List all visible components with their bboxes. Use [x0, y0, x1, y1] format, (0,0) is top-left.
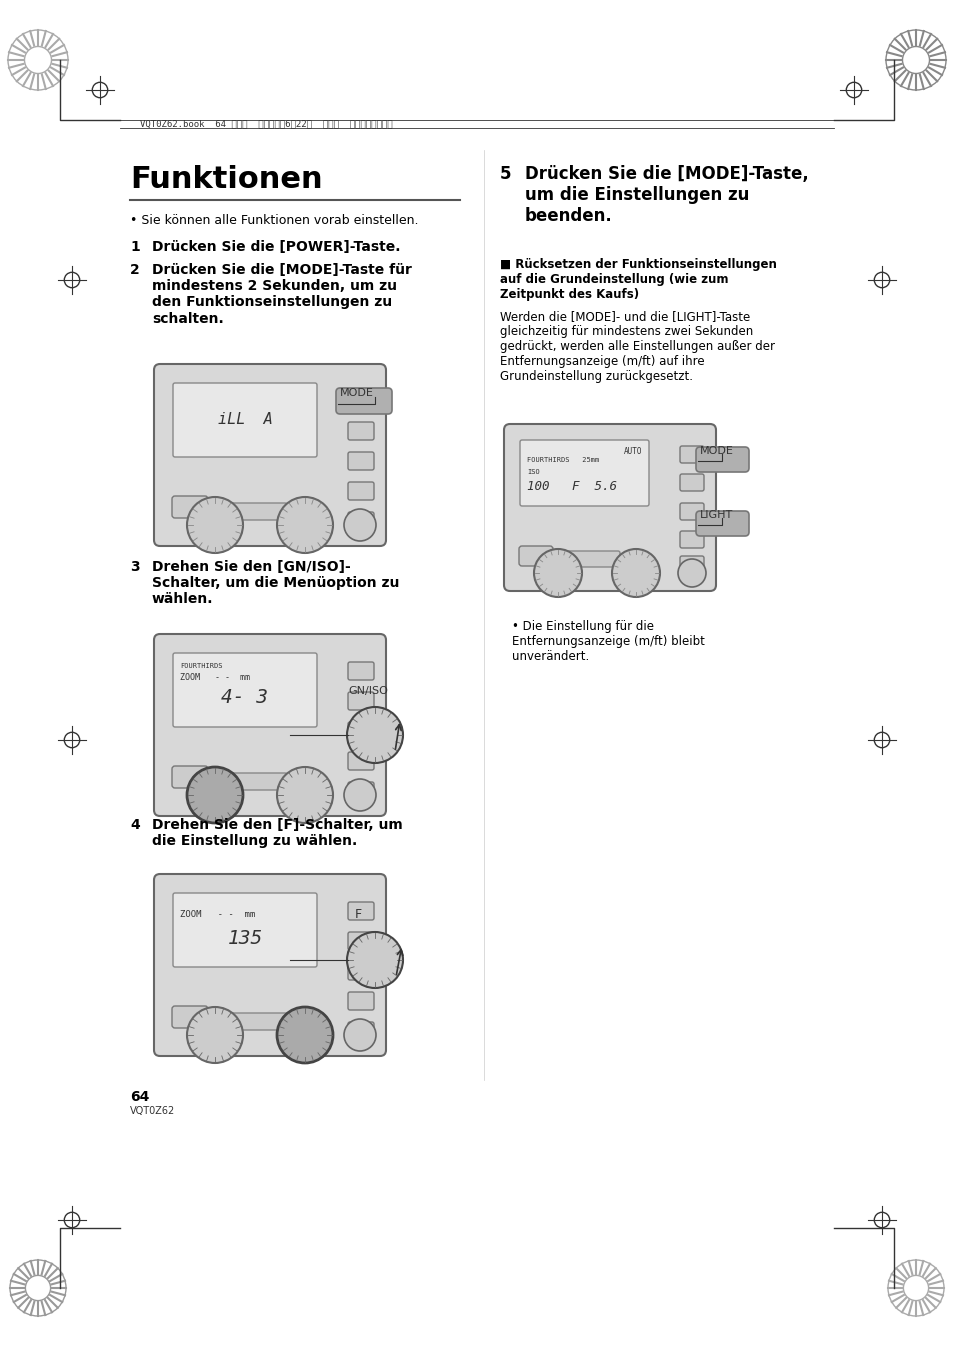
Text: 4: 4: [130, 818, 139, 832]
FancyBboxPatch shape: [503, 425, 716, 590]
Text: Drücken Sie die [MODE]-Taste,
um die Einstellungen zu
beenden.: Drücken Sie die [MODE]-Taste, um die Ein…: [524, 164, 808, 225]
Text: FOURTHIRDS: FOURTHIRDS: [180, 663, 222, 669]
FancyBboxPatch shape: [348, 662, 374, 679]
FancyBboxPatch shape: [348, 483, 374, 500]
FancyBboxPatch shape: [348, 931, 374, 950]
Text: 1: 1: [130, 240, 139, 253]
Text: VQT0Z62: VQT0Z62: [130, 1105, 175, 1116]
FancyBboxPatch shape: [172, 383, 316, 457]
Text: MODE: MODE: [700, 446, 733, 456]
Circle shape: [187, 767, 243, 824]
Text: GN/ISO: GN/ISO: [348, 686, 388, 696]
FancyBboxPatch shape: [172, 1006, 208, 1029]
FancyBboxPatch shape: [679, 555, 703, 573]
FancyBboxPatch shape: [696, 448, 748, 472]
FancyBboxPatch shape: [348, 512, 374, 530]
Text: ZOOM   - -  mm: ZOOM - - mm: [180, 673, 250, 682]
Text: F: F: [355, 909, 362, 921]
FancyBboxPatch shape: [213, 1012, 287, 1030]
FancyBboxPatch shape: [519, 439, 648, 506]
Circle shape: [344, 510, 375, 541]
FancyBboxPatch shape: [213, 503, 287, 520]
Circle shape: [276, 1007, 333, 1064]
Circle shape: [347, 931, 402, 988]
Text: 5: 5: [499, 164, 511, 183]
Text: Drücken Sie die [MODE]-Taste für
mindestens 2 Sekunden, um zu
den Funktionseinst: Drücken Sie die [MODE]-Taste für mindest…: [152, 263, 412, 326]
Text: • Die Einstellung für die
Entfernungsanzeige (m/ft) bleibt
unverändert.: • Die Einstellung für die Entfernungsanz…: [512, 620, 704, 663]
Text: MODE: MODE: [339, 388, 374, 398]
FancyBboxPatch shape: [348, 723, 374, 740]
Text: 100   F  5.6: 100 F 5.6: [526, 480, 617, 493]
FancyBboxPatch shape: [696, 511, 748, 537]
FancyBboxPatch shape: [335, 388, 392, 414]
Text: ■ Rücksetzen der Funktionseinstellungen
auf die Grundeinstellung (wie zum
Zeitpu: ■ Rücksetzen der Funktionseinstellungen …: [499, 257, 776, 301]
Text: 2: 2: [130, 263, 139, 276]
Circle shape: [344, 1019, 375, 1051]
FancyBboxPatch shape: [679, 474, 703, 491]
FancyBboxPatch shape: [172, 892, 316, 967]
Text: Drehen Sie den [F]-Schalter, um
die Einstellung zu wählen.: Drehen Sie den [F]-Schalter, um die Eins…: [152, 818, 402, 848]
Text: • Sie können alle Funktionen vorab einstellen.: • Sie können alle Funktionen vorab einst…: [130, 214, 418, 226]
FancyBboxPatch shape: [348, 692, 374, 710]
Text: 4- 3: 4- 3: [221, 689, 268, 708]
Text: 3: 3: [130, 559, 139, 574]
FancyBboxPatch shape: [556, 551, 619, 568]
Text: LIGHT: LIGHT: [700, 510, 733, 520]
FancyBboxPatch shape: [172, 766, 208, 789]
Text: Funktionen: Funktionen: [130, 164, 322, 194]
Circle shape: [534, 549, 581, 597]
Circle shape: [187, 497, 243, 553]
FancyBboxPatch shape: [348, 752, 374, 770]
FancyBboxPatch shape: [679, 531, 703, 549]
Text: FOURTHIRDS   25mm: FOURTHIRDS 25mm: [526, 457, 598, 462]
Circle shape: [276, 767, 333, 824]
Circle shape: [187, 1007, 243, 1064]
Text: 135: 135: [227, 929, 262, 948]
Text: ZOOM   - -  mm: ZOOM - - mm: [180, 910, 255, 919]
FancyBboxPatch shape: [172, 652, 316, 727]
Text: Werden die [MODE]- und die [LIGHT]-Taste
gleichzeitig für mindestens zwei Sekund: Werden die [MODE]- und die [LIGHT]-Taste…: [499, 310, 774, 383]
Circle shape: [678, 559, 705, 586]
Text: Drehen Sie den [GN/ISO]-
Schalter, um die Menüoption zu
wählen.: Drehen Sie den [GN/ISO]- Schalter, um di…: [152, 559, 399, 607]
FancyBboxPatch shape: [153, 874, 386, 1055]
FancyBboxPatch shape: [348, 392, 374, 410]
FancyBboxPatch shape: [348, 992, 374, 1010]
FancyBboxPatch shape: [679, 503, 703, 520]
FancyBboxPatch shape: [518, 546, 553, 566]
FancyBboxPatch shape: [172, 496, 208, 518]
FancyBboxPatch shape: [153, 364, 386, 546]
Text: AUTO: AUTO: [623, 448, 641, 456]
FancyBboxPatch shape: [348, 782, 374, 799]
Circle shape: [612, 549, 659, 597]
FancyBboxPatch shape: [348, 422, 374, 439]
FancyBboxPatch shape: [348, 1022, 374, 1041]
FancyBboxPatch shape: [153, 634, 386, 816]
Text: Drücken Sie die [POWER]-Taste.: Drücken Sie die [POWER]-Taste.: [152, 240, 400, 253]
Text: iLL  A: iLL A: [217, 412, 273, 427]
FancyBboxPatch shape: [679, 446, 703, 462]
Circle shape: [276, 497, 333, 553]
Text: 64: 64: [130, 1091, 150, 1104]
Text: VQT0Z62.book  64 ページ  ２００６年6月22日  木曜日  午前１１晎４６分: VQT0Z62.book 64 ページ ２００６年6月22日 木曜日 午前１１晎…: [140, 120, 393, 128]
Text: ISO: ISO: [526, 469, 539, 474]
Circle shape: [347, 706, 402, 763]
Circle shape: [344, 779, 375, 811]
FancyBboxPatch shape: [348, 452, 374, 470]
FancyBboxPatch shape: [213, 772, 287, 790]
FancyBboxPatch shape: [348, 962, 374, 980]
FancyBboxPatch shape: [348, 902, 374, 919]
